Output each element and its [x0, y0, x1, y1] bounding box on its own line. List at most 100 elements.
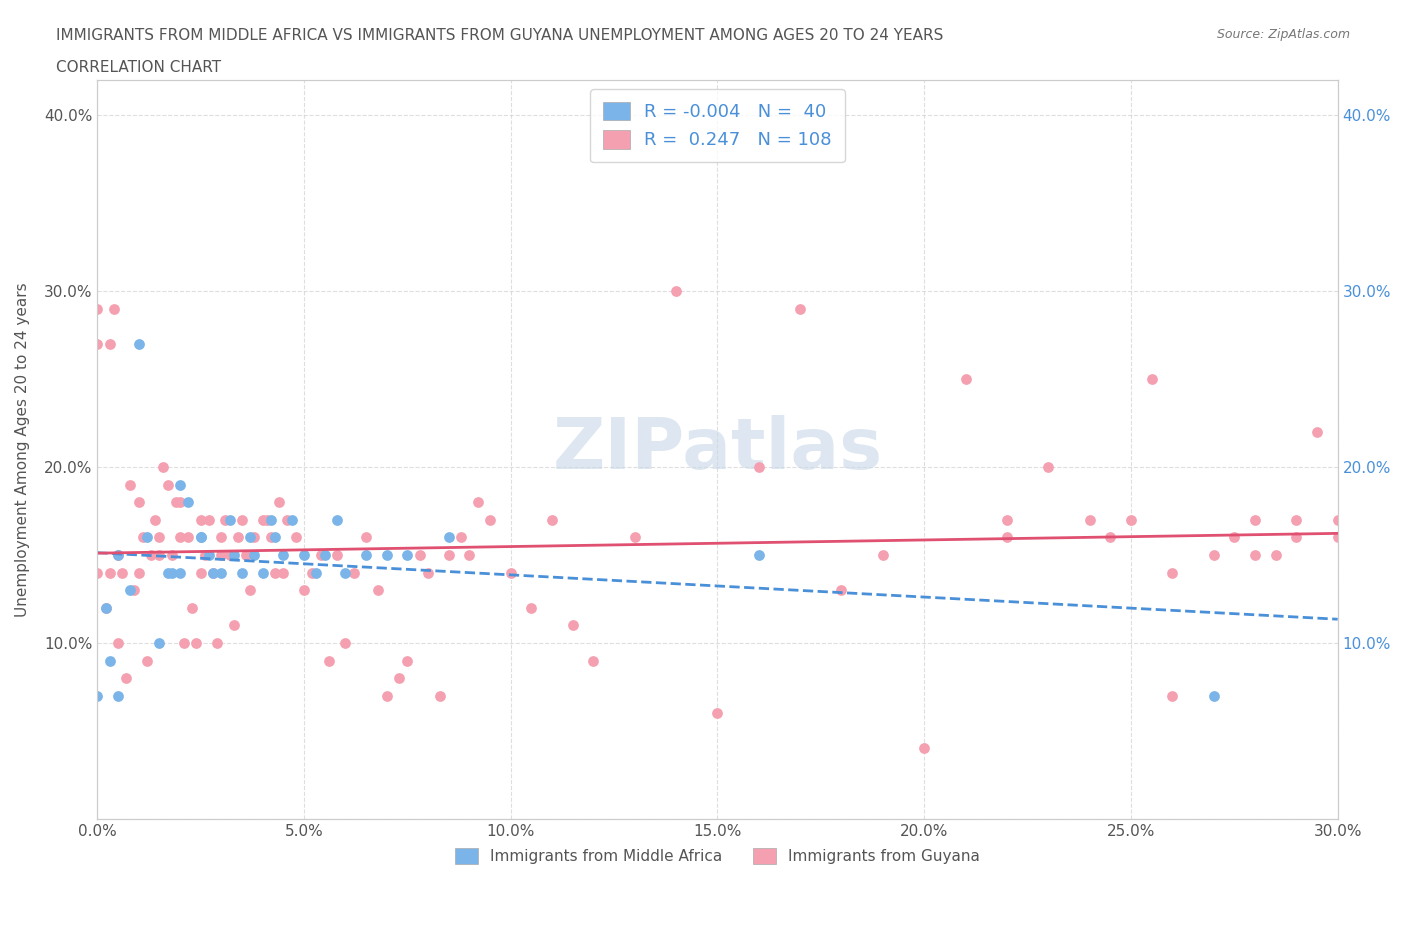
- Point: [124, 583, 146, 598]
- Point: [1306, 424, 1329, 439]
- Point: [271, 565, 294, 580]
- Point: [271, 548, 294, 563]
- Point: [128, 495, 150, 510]
- Point: [198, 548, 221, 563]
- Point: [1202, 688, 1225, 703]
- Point: [1223, 530, 1246, 545]
- Point: [98, 565, 121, 580]
- Point: [256, 512, 278, 527]
- Point: [1140, 372, 1163, 387]
- Point: [148, 530, 170, 545]
- Point: [135, 530, 157, 545]
- Point: [107, 548, 129, 563]
- Point: [1264, 548, 1286, 563]
- Point: [309, 548, 332, 563]
- Point: [409, 548, 432, 563]
- Point: [1244, 512, 1267, 527]
- Point: [209, 565, 232, 580]
- Point: [326, 512, 349, 527]
- Point: [152, 459, 174, 474]
- Point: [239, 530, 262, 545]
- Point: [169, 565, 191, 580]
- Point: [437, 548, 460, 563]
- Point: [375, 548, 398, 563]
- Legend: Immigrants from Middle Africa, Immigrants from Guyana: Immigrants from Middle Africa, Immigrant…: [449, 842, 986, 870]
- Point: [458, 548, 481, 563]
- Point: [623, 530, 645, 545]
- Point: [367, 583, 389, 598]
- Point: [429, 688, 451, 703]
- Point: [94, 601, 117, 616]
- Point: [305, 565, 328, 580]
- Point: [202, 565, 225, 580]
- Point: [128, 337, 150, 352]
- Point: [231, 512, 253, 527]
- Point: [706, 706, 728, 721]
- Point: [222, 548, 245, 563]
- Point: [165, 495, 187, 510]
- Point: [292, 583, 315, 598]
- Point: [148, 548, 170, 563]
- Point: [748, 459, 770, 474]
- Point: [194, 548, 217, 563]
- Point: [318, 653, 340, 668]
- Y-axis label: Unemployment Among Ages 20 to 24 years: Unemployment Among Ages 20 to 24 years: [15, 282, 30, 617]
- Point: [169, 530, 191, 545]
- Point: [314, 548, 336, 563]
- Point: [143, 512, 166, 527]
- Point: [912, 741, 935, 756]
- Point: [1038, 459, 1060, 474]
- Point: [264, 565, 287, 580]
- Point: [190, 512, 212, 527]
- Point: [388, 671, 411, 685]
- Point: [789, 301, 811, 316]
- Point: [1202, 548, 1225, 563]
- Point: [1326, 512, 1348, 527]
- Point: [103, 301, 125, 316]
- Point: [264, 530, 287, 545]
- Point: [1285, 530, 1308, 545]
- Point: [209, 530, 232, 545]
- Point: [280, 512, 302, 527]
- Point: [1099, 530, 1122, 545]
- Point: [1285, 512, 1308, 527]
- Point: [226, 530, 249, 545]
- Point: [177, 495, 200, 510]
- Text: IMMIGRANTS FROM MIDDLE AFRICA VS IMMIGRANTS FROM GUYANA UNEMPLOYMENT AMONG AGES : IMMIGRANTS FROM MIDDLE AFRICA VS IMMIGRA…: [56, 28, 943, 43]
- Point: [186, 635, 208, 650]
- Point: [128, 565, 150, 580]
- Point: [209, 548, 232, 563]
- Point: [115, 671, 138, 685]
- Point: [148, 635, 170, 650]
- Point: [830, 583, 852, 598]
- Point: [396, 548, 419, 563]
- Point: [169, 495, 191, 510]
- Point: [190, 565, 212, 580]
- Point: [160, 548, 183, 563]
- Text: Source: ZipAtlas.com: Source: ZipAtlas.com: [1216, 28, 1350, 41]
- Point: [173, 635, 195, 650]
- Point: [748, 548, 770, 563]
- Point: [160, 565, 183, 580]
- Point: [260, 512, 283, 527]
- Point: [156, 565, 179, 580]
- Point: [450, 530, 472, 545]
- Point: [1078, 512, 1101, 527]
- Point: [218, 548, 240, 563]
- Point: [416, 565, 439, 580]
- Point: [326, 548, 349, 563]
- Point: [243, 548, 266, 563]
- Point: [86, 688, 108, 703]
- Point: [181, 601, 204, 616]
- Point: [437, 530, 460, 545]
- Point: [396, 653, 419, 668]
- Point: [205, 635, 228, 650]
- Point: [214, 512, 236, 527]
- Point: [467, 495, 489, 510]
- Point: [354, 530, 377, 545]
- Point: [301, 565, 323, 580]
- Point: [98, 337, 121, 352]
- Point: [239, 583, 262, 598]
- Point: [107, 548, 129, 563]
- Point: [94, 601, 117, 616]
